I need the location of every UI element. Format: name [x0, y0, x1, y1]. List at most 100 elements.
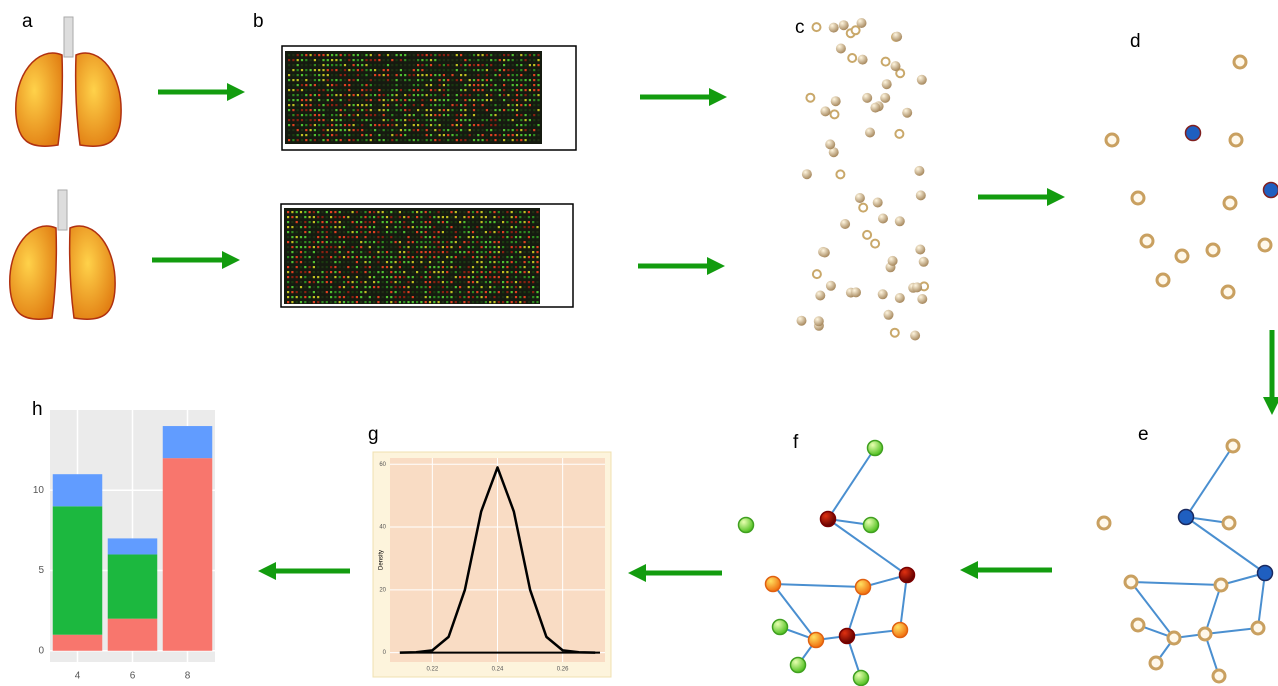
array-spot [314, 64, 316, 66]
array-spot [536, 286, 538, 288]
array-spot [364, 301, 366, 303]
array-spot [334, 236, 336, 238]
array-spot [400, 104, 402, 106]
y-tick-label: 20 [379, 587, 386, 593]
array-spot [356, 231, 358, 233]
array-spot [443, 134, 445, 136]
array-spot [304, 226, 306, 228]
array-spot [390, 271, 392, 273]
array-spot [344, 64, 346, 66]
array-spot [536, 276, 538, 278]
array-spot [390, 276, 392, 278]
array-spot [403, 256, 405, 258]
array-spot [413, 119, 415, 121]
array-spot [529, 124, 531, 126]
array-spot [511, 246, 513, 248]
array-spot [430, 84, 432, 86]
array-spot [416, 251, 418, 253]
array-spot [519, 251, 521, 253]
array-spot [404, 99, 406, 101]
array-spot [403, 261, 405, 263]
array-spot [477, 109, 479, 111]
array-spot [485, 246, 487, 248]
array-spot [417, 64, 419, 66]
array-spot [451, 94, 453, 96]
array-spot [334, 286, 336, 288]
array-spot [451, 104, 453, 106]
array-spot [438, 221, 440, 223]
array-spot [360, 211, 362, 213]
array-spot [374, 59, 376, 61]
node [1258, 566, 1273, 581]
array-spot [334, 226, 336, 228]
array-spot [287, 246, 289, 248]
array-spot [450, 211, 452, 213]
array-spot [386, 211, 388, 213]
array-spot [439, 99, 441, 101]
array-spot [485, 281, 487, 283]
array-spot [314, 109, 316, 111]
bead [820, 248, 830, 258]
array-spot [524, 251, 526, 253]
array-spot [314, 129, 316, 131]
array-spot [512, 89, 514, 91]
array-spot [400, 59, 402, 61]
array-spot [421, 129, 423, 131]
array-spot [460, 124, 462, 126]
array-spot [503, 119, 505, 121]
array-spot [499, 89, 501, 91]
array-spot [391, 89, 393, 91]
array-spot [326, 301, 328, 303]
array-spot [344, 114, 346, 116]
array-spot [486, 64, 488, 66]
array-spot [339, 241, 341, 243]
array-spot [494, 124, 496, 126]
array-spot [446, 301, 448, 303]
array-spot [446, 286, 448, 288]
array-spot [464, 69, 466, 71]
array-spot [524, 296, 526, 298]
array-spot [404, 84, 406, 86]
array-spot [481, 216, 483, 218]
array-spot [378, 84, 380, 86]
bead [862, 93, 872, 103]
array-spot [360, 216, 362, 218]
array-spot [396, 114, 398, 116]
array-spot [373, 211, 375, 213]
bead [891, 329, 899, 337]
array-spot [447, 59, 449, 61]
array-spot [429, 271, 431, 273]
array-spot [370, 74, 372, 76]
array-spot [476, 286, 478, 288]
array-spot [519, 261, 521, 263]
array-spot [331, 69, 333, 71]
array-spot [450, 231, 452, 233]
array-spot [493, 256, 495, 258]
array-spot [438, 251, 440, 253]
array-spot [339, 286, 341, 288]
array-spot [291, 231, 293, 233]
array-spot [412, 261, 414, 263]
array-spot [511, 221, 513, 223]
array-spot [459, 226, 461, 228]
array-spot [417, 139, 419, 141]
array-spot [490, 99, 492, 101]
array-spot [516, 139, 518, 141]
array-spot [395, 226, 397, 228]
array-spot [506, 281, 508, 283]
array-spot [377, 281, 379, 283]
array-spot [421, 79, 423, 81]
bead [855, 193, 865, 203]
array-spot [536, 211, 538, 213]
array-spot [347, 301, 349, 303]
array-spot [464, 64, 466, 66]
array-spot [469, 134, 471, 136]
array-spot [357, 89, 359, 91]
array-spot [485, 276, 487, 278]
bead [884, 310, 894, 320]
array-spot [499, 59, 501, 61]
array-spot [525, 79, 527, 81]
array-spot [498, 241, 500, 243]
array-spot [442, 216, 444, 218]
array-spot [347, 291, 349, 293]
